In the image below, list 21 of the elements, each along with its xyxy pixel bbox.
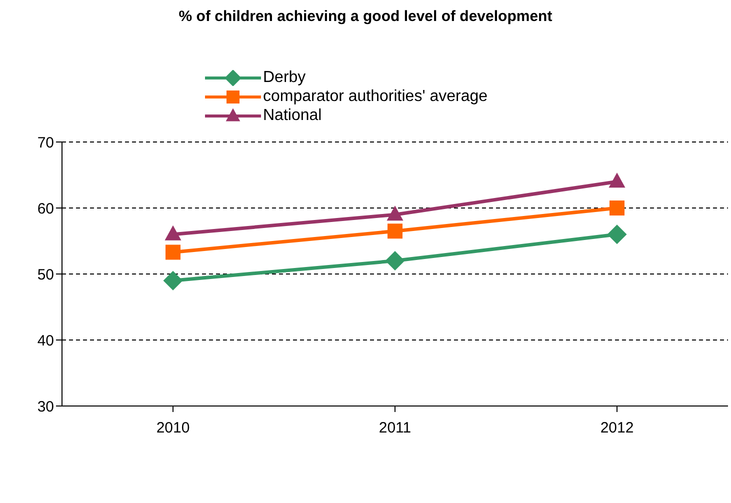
- y-tick-label: 30: [37, 398, 54, 416]
- point: [166, 244, 180, 260]
- y-tick-label: 70: [37, 134, 54, 152]
- chart-title: % of children achieving a good level of development: [178, 8, 554, 25]
- point: [163, 270, 183, 290]
- point: [164, 225, 182, 240]
- point: [610, 200, 624, 216]
- point: [385, 251, 405, 271]
- point: [388, 224, 402, 239]
- point: [608, 172, 626, 188]
- y-tick-label: 40: [37, 332, 54, 350]
- y-tick-label: 60: [37, 200, 54, 218]
- x-tick-label: 2010: [156, 420, 190, 437]
- x-tick-label: 2011: [378, 420, 412, 437]
- legend-label: National: [263, 106, 322, 124]
- legend-label: comparator authorities' average: [263, 88, 488, 106]
- x-tick-label: 2012: [600, 420, 634, 437]
- point: [607, 224, 627, 244]
- y-tick-label: 50: [37, 266, 54, 284]
- point: [386, 206, 404, 221]
- legend-label: Derby: [263, 68, 306, 86]
